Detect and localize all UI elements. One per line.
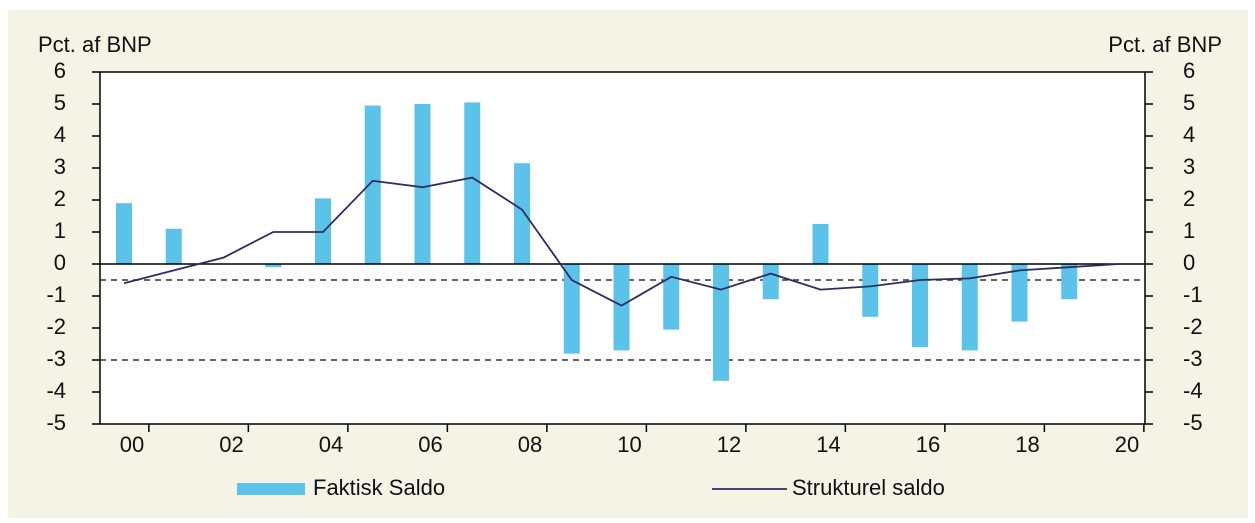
y-tick-label: 0 (54, 250, 66, 275)
bar (762, 264, 779, 300)
bar (862, 264, 879, 317)
bar (464, 102, 481, 265)
x-tick-label: 08 (518, 432, 542, 457)
bar (165, 228, 182, 264)
y2-tick-label: 1 (1183, 218, 1195, 243)
y-tick-label: 6 (54, 58, 66, 83)
legend-swatch (237, 483, 305, 495)
bar (713, 264, 729, 381)
y-tick-label: 3 (54, 154, 66, 179)
bar (414, 104, 431, 264)
x-tick-label: 06 (418, 432, 442, 457)
y2-tick-label: -3 (1183, 346, 1203, 371)
legend-label: Faktisk Saldo (313, 475, 445, 500)
bar (514, 163, 530, 264)
y2-tick-label: 4 (1183, 122, 1195, 147)
y2-tick-label: -5 (1183, 410, 1203, 435)
bar (912, 264, 928, 348)
y2-tick-label: 5 (1183, 90, 1195, 115)
y-tick-label: -4 (46, 378, 66, 403)
x-tick-label: 12 (717, 432, 741, 457)
x-tick-label: 14 (816, 432, 840, 457)
x-tick-label: 04 (319, 432, 343, 457)
bar (663, 264, 680, 330)
x-tick-label: 10 (617, 432, 641, 457)
x-tick-label: 16 (916, 432, 940, 457)
y-tick-label: 2 (54, 186, 66, 211)
y2-tick-label: 3 (1183, 154, 1195, 179)
y-tick-label: -1 (46, 282, 66, 307)
plot-area (99, 71, 1146, 425)
x-tick-label: 18 (1015, 432, 1039, 457)
y-tick-label: 5 (54, 90, 66, 115)
x-tick-label: 02 (219, 432, 243, 457)
bar (1011, 264, 1028, 322)
bar (116, 203, 132, 264)
x-tick-label: 00 (120, 432, 144, 457)
y-tick-label: -3 (46, 346, 66, 371)
legend-label: Strukturel saldo (792, 475, 945, 500)
bar (613, 264, 630, 351)
bar (812, 224, 829, 264)
y2-tick-label: -1 (1183, 282, 1203, 307)
bar (1061, 264, 1078, 300)
y-tick-label: -5 (46, 410, 66, 435)
bar (961, 264, 978, 351)
y2-axis-label: Pct. af BNP (1108, 32, 1222, 57)
y2-tick-label: -2 (1183, 314, 1203, 339)
y2-tick-label: 0 (1183, 250, 1195, 275)
bar (265, 264, 282, 268)
x-tick-label: 20 (1115, 432, 1139, 457)
line-series (123, 176, 1120, 307)
y-axis-label: Pct. af BNP (38, 32, 152, 57)
y2-tick-label: -4 (1183, 378, 1203, 403)
y-tick-label: 1 (54, 218, 66, 243)
y2-tick-label: 6 (1183, 58, 1195, 83)
bar (364, 105, 381, 264)
y2-tick-label: 2 (1183, 186, 1195, 211)
y-tick-label: -2 (46, 314, 66, 339)
y-tick-label: 4 (54, 122, 66, 147)
bar (563, 264, 580, 354)
